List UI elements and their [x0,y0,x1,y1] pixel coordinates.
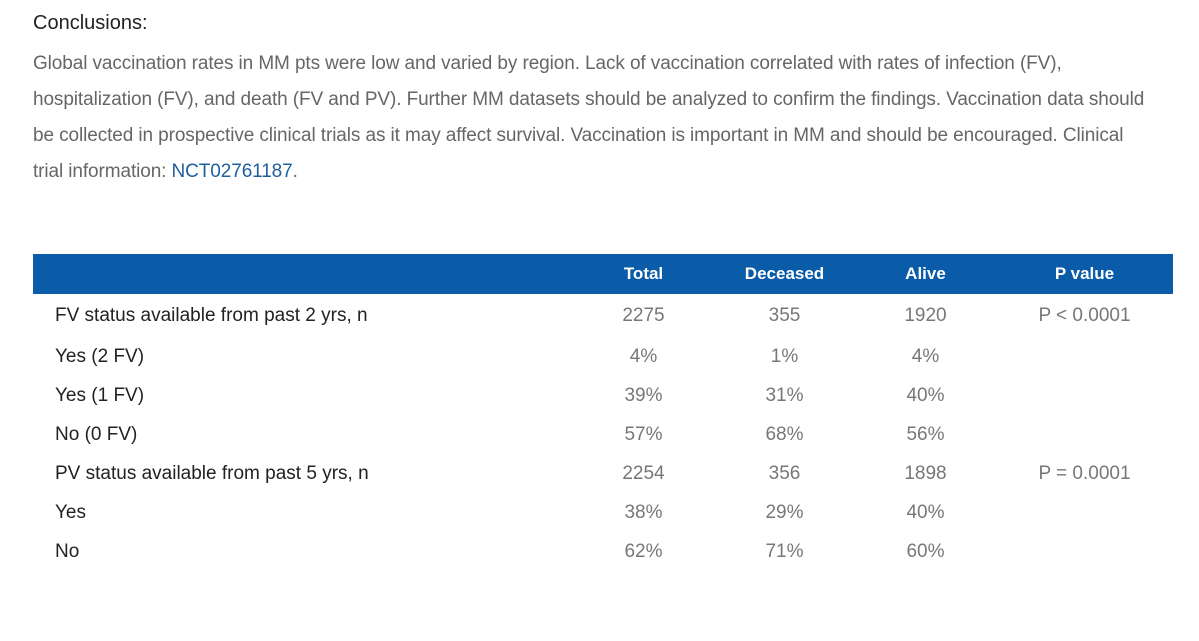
clinical-trial-link[interactable]: NCT02761187 [171,161,293,182]
table-row: Yes 38% 29% 40% [33,493,1173,532]
cell-total: 4% [629,345,658,367]
table-header: Total Deceased Alive P value [33,254,1173,294]
cell-total: 57% [624,423,663,445]
conclusions-paragraph: Global vaccination rates in MM pts were … [33,46,1153,190]
cell-alive: 60% [906,540,945,562]
cell-deceased: 71% [765,540,804,562]
cell-alive: 1898 [904,462,947,484]
cell-deceased: 29% [765,501,804,523]
cell-deceased: 68% [765,423,804,445]
table-body: FV status available from past 2 yrs, n 2… [33,294,1173,571]
cell-total: 2275 [622,304,665,326]
row-label: Yes [55,501,86,523]
cell-alive: 40% [906,384,945,406]
cell-deceased: 31% [765,384,804,406]
cell-deceased: 1% [770,345,799,367]
cell-total: 2254 [622,462,665,484]
cell-alive: 1920 [904,304,947,326]
table-row: Yes (2 FV) 4% 1% 4% [33,337,1173,376]
table-row: Yes (1 FV) 39% 31% 40% [33,376,1173,415]
table-row: FV status available from past 2 yrs, n 2… [33,294,1173,337]
conclusions-text-end: . [292,161,298,182]
row-label: No (0 FV) [55,423,138,445]
header-alive: Alive [905,264,946,283]
row-label: FV status available from past 2 yrs, n [55,304,368,326]
conclusions-text: Global vaccination rates in MM pts were … [33,53,1145,182]
header-label [33,254,573,294]
cell-p-value [996,376,1173,415]
cell-p-value [996,532,1173,571]
cell-alive: 4% [911,345,940,367]
row-label: No [55,540,80,562]
cell-p-value: P = 0.0001 [1038,462,1131,484]
table-header-row: Total Deceased Alive P value [33,254,1173,294]
conclusions-heading: Conclusions: [33,12,148,34]
cell-deceased: 355 [768,304,801,326]
cell-alive: 56% [906,423,945,445]
cell-total: 39% [624,384,663,406]
cell-p-value [996,337,1173,376]
row-label: Yes (2 FV) [55,345,145,367]
cell-p-value [996,493,1173,532]
table-row: No (0 FV) 57% 68% 56% [33,415,1173,454]
cell-total: 38% [624,501,663,523]
cell-total: 62% [624,540,663,562]
header-total: Total [623,264,664,283]
results-table: Total Deceased Alive P value FV status a… [33,254,1173,571]
row-label: Yes (1 FV) [55,384,145,406]
cell-deceased: 356 [768,462,801,484]
cell-p-value [996,415,1173,454]
header-p-value: P value [1054,264,1115,283]
cell-p-value: P < 0.0001 [1038,304,1131,326]
cell-alive: 40% [906,501,945,523]
table-row: PV status available from past 5 yrs, n 2… [33,454,1173,493]
table-row: No 62% 71% 60% [33,532,1173,571]
row-label: PV status available from past 5 yrs, n [55,462,369,484]
header-deceased: Deceased [744,264,825,283]
